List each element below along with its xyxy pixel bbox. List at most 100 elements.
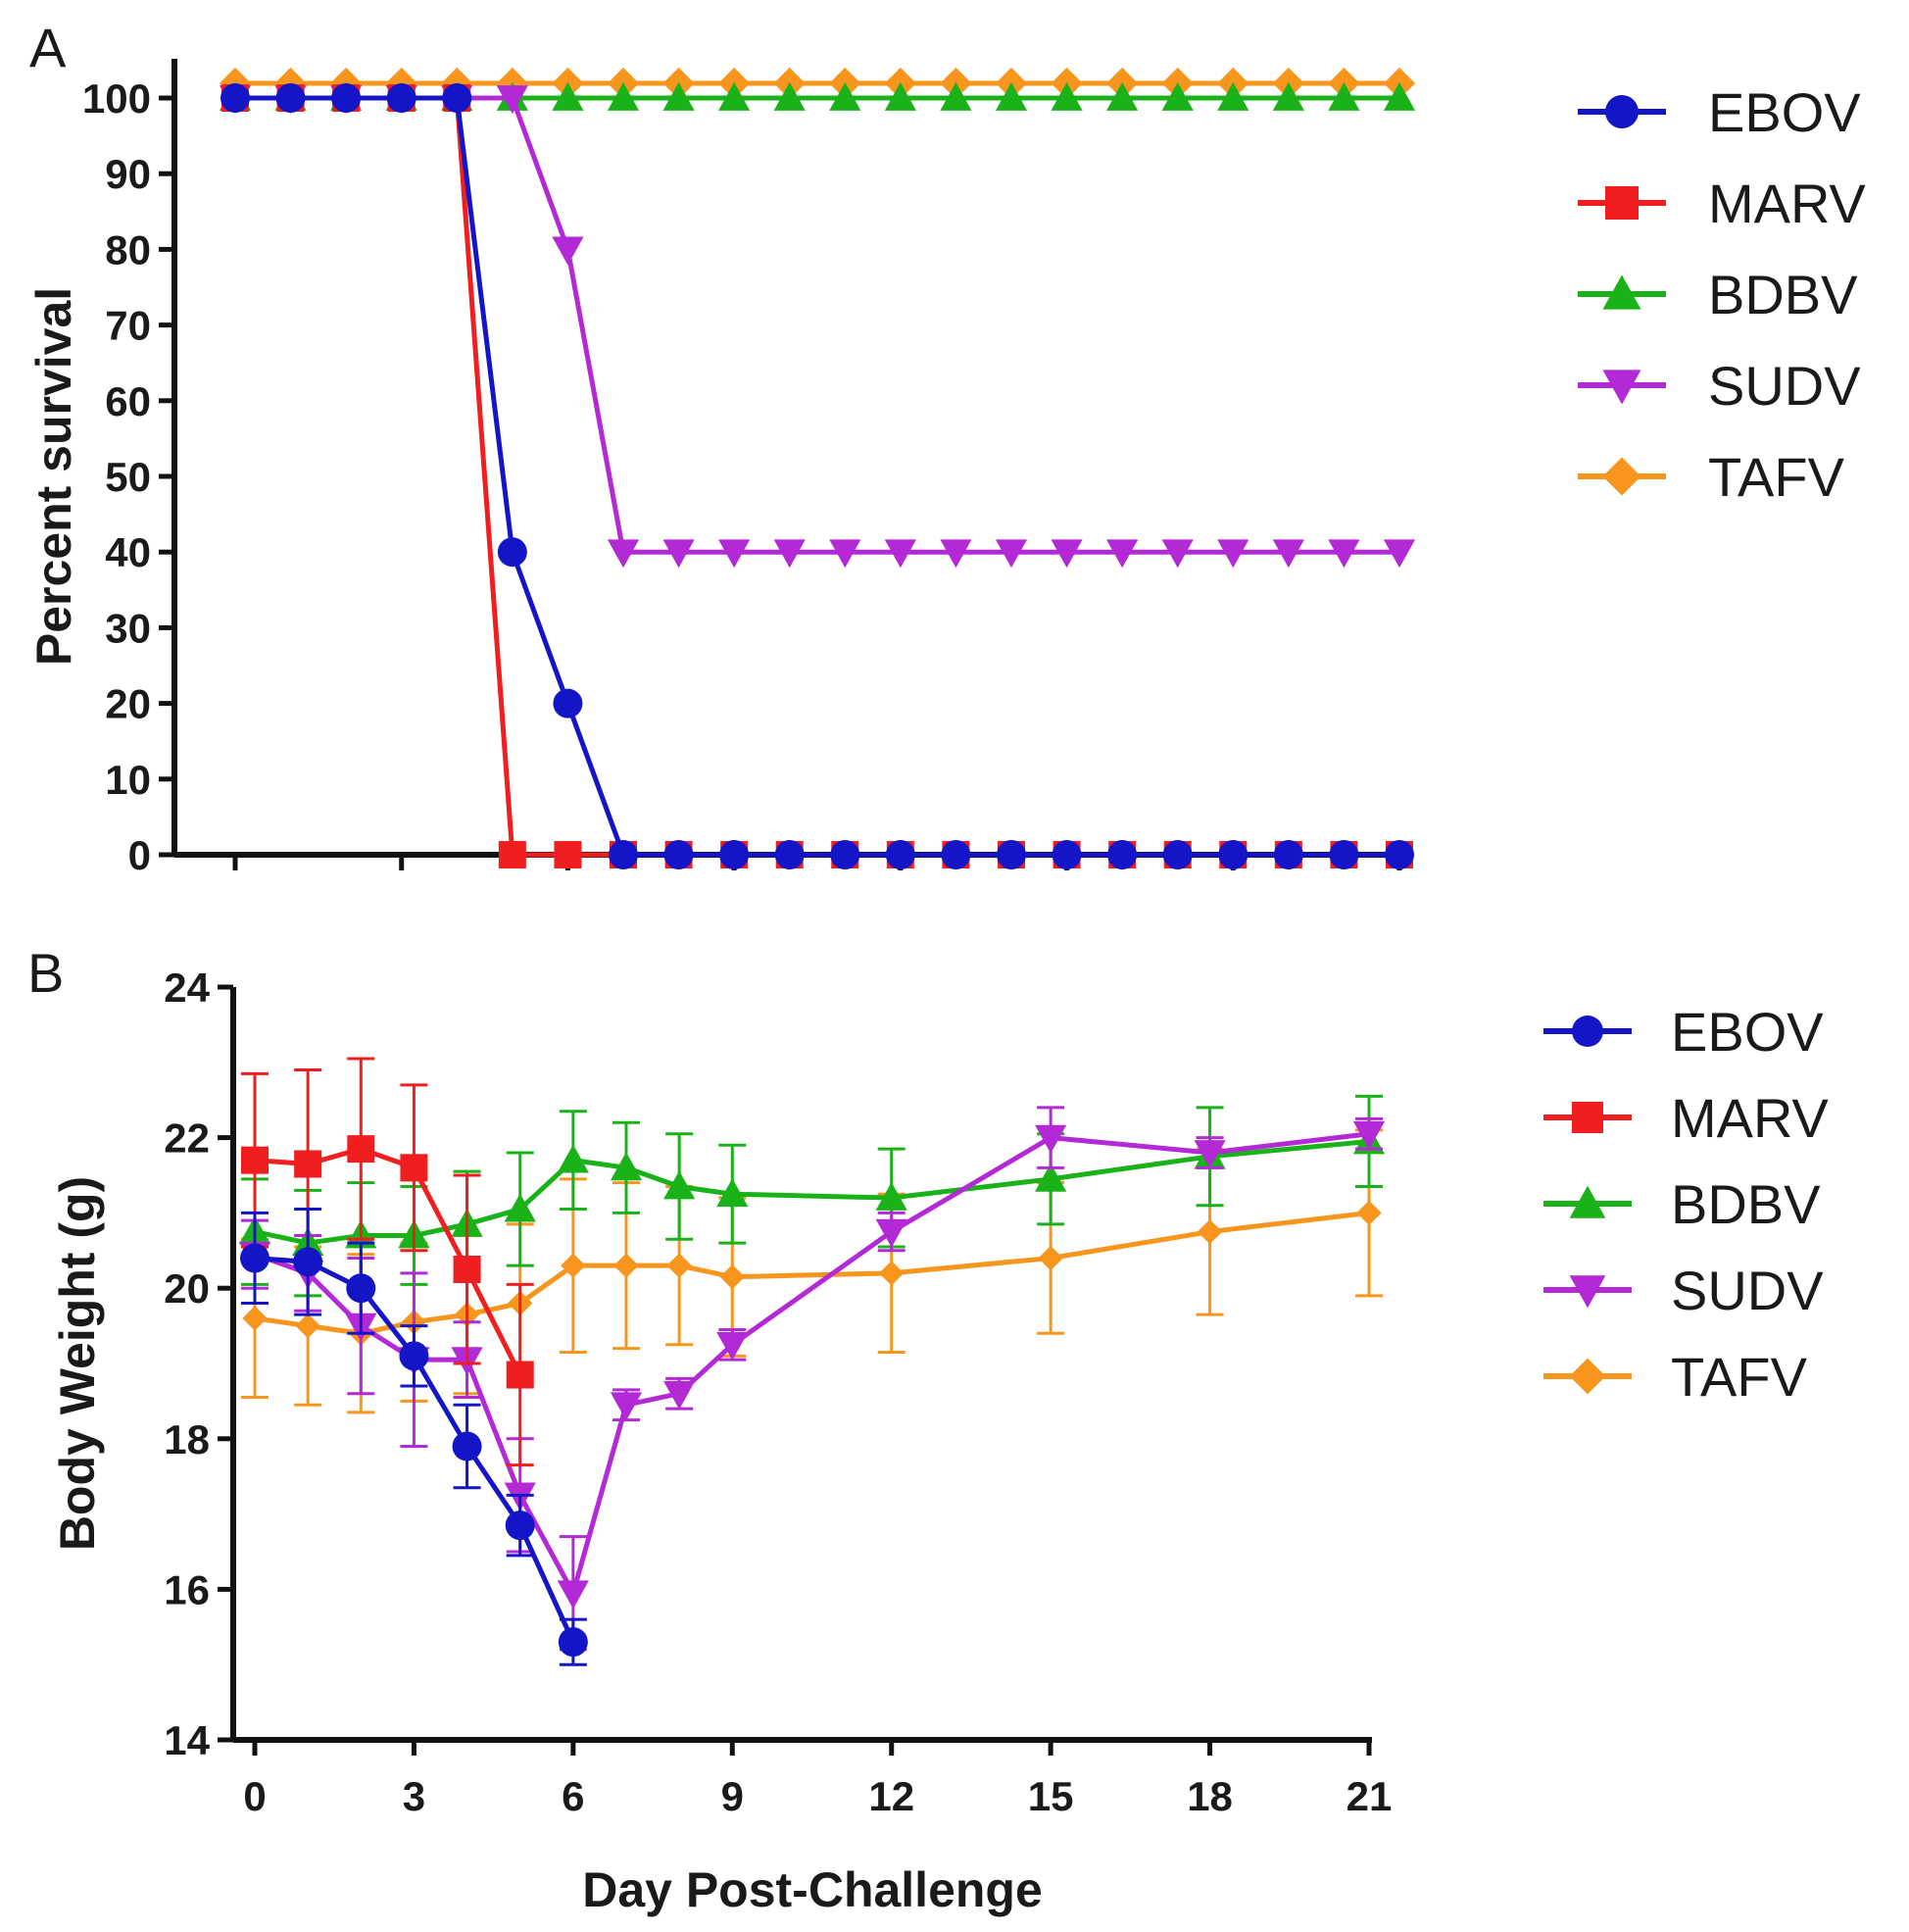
y-tick-label: 18 [164, 1416, 210, 1462]
panel-label-b: B [27, 942, 64, 1004]
y-tick-label: 0 [128, 832, 151, 878]
data-point-sudv [1352, 1120, 1386, 1150]
data-point-sudv [829, 539, 861, 569]
data-point-tafv [242, 1306, 268, 1331]
y-tick-label: 50 [105, 454, 151, 500]
data-point-tafv [1038, 1245, 1063, 1271]
legend-label: TAFV [1671, 1346, 1808, 1408]
series-line-ebov [235, 95, 1399, 858]
data-point-sudv [1383, 539, 1416, 569]
data-point-sudv [663, 1380, 696, 1410]
legend-a: EBOV MARV BDBV SUDV TAFV [1578, 81, 1866, 508]
data-point-tafv [1197, 1218, 1223, 1245]
legend-marker [1602, 457, 1641, 496]
x-tick-label: 21 [1346, 1773, 1393, 1819]
data-point-bdbv [663, 1170, 696, 1200]
data-point-ebov [1385, 840, 1414, 869]
y-tick-label: 22 [164, 1115, 210, 1162]
data-point-ebov [399, 1341, 429, 1371]
data-point-marv [294, 1150, 322, 1178]
y-tick-label: 16 [164, 1566, 210, 1612]
data-point-sudv [662, 539, 695, 569]
data-point-ebov [220, 83, 250, 113]
data-point-bdbv [1383, 81, 1416, 111]
data-point-sudv [610, 1392, 643, 1421]
data-point-bdbv [1272, 81, 1304, 111]
legend-label: SUDV [1708, 355, 1861, 417]
data-point-sudv [716, 1331, 749, 1361]
data-point-bdbv [1035, 1163, 1067, 1192]
data-point-sudv [875, 1218, 907, 1248]
y-axis-title: Percent survival [26, 287, 81, 666]
data-point-ebov [346, 1273, 376, 1304]
data-point-ebov [505, 1511, 535, 1541]
data-point-ebov [1329, 840, 1359, 869]
panel-label-a: A [29, 17, 67, 78]
legend-label: MARV [1708, 173, 1866, 234]
legend-item-marv: MARV [1543, 1087, 1829, 1149]
legend-label: TAFV [1708, 446, 1845, 508]
x-tick-label: 0 [243, 1773, 266, 1819]
data-point-ebov [1162, 840, 1193, 869]
data-point-bdbv [1217, 81, 1249, 111]
legend-marker [1569, 1358, 1606, 1395]
data-point-tafv [613, 1253, 639, 1278]
legend-label: SUDV [1671, 1260, 1824, 1321]
data-point-ebov [386, 83, 416, 113]
data-point-sudv [718, 539, 751, 569]
legend-label: EBOV [1708, 81, 1861, 143]
legend-marker [1572, 1016, 1603, 1047]
data-point-tafv [561, 1253, 586, 1278]
data-point-tafv [879, 1261, 905, 1286]
data-point-ebov [1218, 840, 1248, 869]
legend-label: BDBV [1671, 1173, 1821, 1235]
y-tick-label: 20 [105, 681, 151, 727]
data-point-ebov [1273, 840, 1303, 869]
data-point-sudv [1106, 539, 1139, 569]
data-point-sudv [940, 539, 972, 569]
data-point-bdbv [662, 81, 695, 111]
data-point-ebov [553, 688, 583, 718]
data-point-sudv [1272, 539, 1304, 569]
data-point-ebov [609, 840, 638, 869]
data-point-marv [554, 841, 582, 868]
legend-marker [1602, 274, 1641, 310]
data-point-ebov [1052, 840, 1082, 869]
x-tick-label: 12 [868, 1773, 914, 1819]
series-ebov [240, 1208, 588, 1666]
legend-item-tafv: TAFV [1578, 446, 1845, 508]
series-ebov [220, 83, 1414, 869]
data-point-bdbv [1051, 81, 1083, 111]
data-point-sudv [552, 236, 584, 266]
data-point-marv [347, 1135, 375, 1164]
legend-item-ebov: EBOV [1578, 81, 1861, 143]
y-tick-label: 14 [164, 1717, 210, 1763]
data-point-sudv [1035, 1124, 1067, 1154]
series-marv [241, 1057, 534, 1467]
data-point-bdbv [940, 81, 972, 111]
data-point-bdbv [552, 81, 584, 111]
data-point-tafv [666, 1253, 692, 1278]
y-tick-label: 60 [105, 378, 151, 424]
data-point-bdbv [718, 81, 751, 111]
data-point-bdbv [1161, 81, 1194, 111]
legend-label: EBOV [1671, 1001, 1824, 1063]
x-axis-title: Day Post-Challenge [582, 1862, 1043, 1917]
data-point-sudv [1161, 539, 1194, 569]
data-point-bdbv [716, 1178, 749, 1208]
data-point-ebov [331, 83, 362, 113]
data-point-bdbv [610, 1152, 643, 1181]
data-point-bdbv [884, 81, 916, 111]
legend-marker [1605, 186, 1639, 220]
data-point-bdbv [829, 81, 861, 111]
legend-item-sudv: SUDV [1578, 355, 1861, 417]
data-point-sudv [1328, 539, 1360, 569]
y-axis-title: Body Weight (g) [50, 1176, 105, 1551]
data-point-ebov [558, 1627, 588, 1658]
data-point-marv [498, 841, 526, 868]
legend-item-sudv: SUDV [1543, 1260, 1824, 1321]
data-point-marv [241, 1146, 269, 1174]
data-point-ebov [941, 840, 971, 869]
